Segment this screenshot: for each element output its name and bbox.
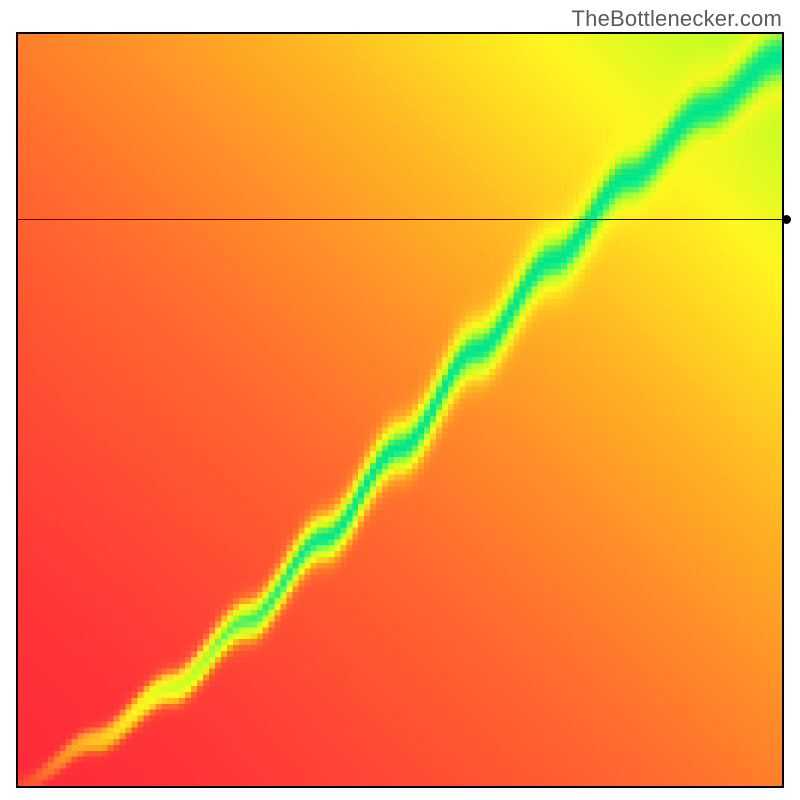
plot-area bbox=[16, 32, 784, 788]
heatmap-canvas bbox=[18, 34, 782, 786]
reference-marker-dot bbox=[782, 215, 791, 224]
watermark-text: TheBottlenecker.com bbox=[572, 6, 782, 32]
horizontal-reference-line bbox=[18, 219, 782, 220]
